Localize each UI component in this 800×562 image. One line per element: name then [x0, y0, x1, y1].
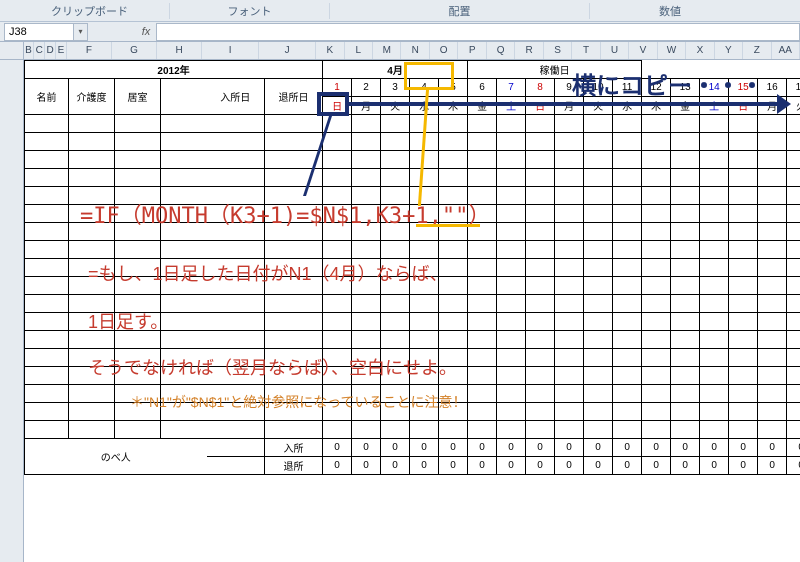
col-header[interactable]: W — [658, 42, 686, 59]
col-header[interactable]: S — [544, 42, 572, 59]
day-kanji: 土 — [497, 97, 526, 115]
day-kanji: 月 — [352, 97, 381, 115]
month-cell: 4月 — [323, 61, 468, 79]
select-all-corner[interactable] — [0, 42, 24, 59]
worksheet-area: B C D E F G H I J K L M N O P Q R S T U … — [0, 42, 800, 562]
col-header[interactable]: G — [112, 42, 157, 59]
ribbon-group: 配置 — [330, 3, 590, 19]
total-taisho-label: 退所 — [265, 457, 323, 475]
day-kanji: 水 — [410, 97, 439, 115]
day-kanji: 火 — [584, 97, 613, 115]
col-header[interactable]: O — [430, 42, 458, 59]
day-num: 2 — [352, 79, 381, 97]
total-nyusho-row: のべ人 入所 00000000000000000 — [25, 439, 800, 457]
formula-bar-row: J38 ▾ fx — [0, 22, 800, 42]
col-header[interactable]: K — [316, 42, 344, 59]
name-box[interactable]: J38 — [4, 23, 74, 41]
row-headers — [0, 60, 24, 562]
day-num: 16 — [758, 79, 787, 97]
day-num: 12 — [642, 79, 671, 97]
day-kanji: 日 — [729, 97, 758, 115]
title-row: 2012年 4月 稼働日 — [25, 61, 800, 79]
ribbon-group: フォント — [170, 3, 330, 19]
ribbon-group: クリップボード — [10, 3, 170, 19]
day-num: 1 — [323, 79, 352, 97]
col-header[interactable]: E — [56, 42, 67, 59]
col-header[interactable]: C — [34, 42, 45, 59]
day-num: 5 — [439, 79, 468, 97]
day-kanji: 日 — [323, 97, 352, 115]
ribbon-group: 数値 — [590, 3, 750, 19]
day-num: 14 — [700, 79, 729, 97]
col-header[interactable]: Q — [487, 42, 515, 59]
fx-icon[interactable]: fx — [136, 26, 156, 38]
col-header[interactable]: L — [345, 42, 373, 59]
month-text: 4月 — [387, 62, 403, 77]
day-kanji: 日 — [526, 97, 555, 115]
col-header[interactable]: T — [572, 42, 600, 59]
day-num: 17 — [787, 79, 800, 97]
col-header[interactable]: B — [24, 42, 35, 59]
nobe-label: のべ人 — [25, 439, 207, 475]
ribbon-group-labels: クリップボード フォント 配置 数値 — [0, 0, 800, 22]
grid-content: 2012年 4月 稼働日 名前 介護度 居室 入所日 退所日 1 2 3 4 5… — [24, 60, 800, 562]
col-header[interactable]: D — [45, 42, 56, 59]
day-kanji: 水 — [613, 97, 642, 115]
col-header[interactable]: R — [515, 42, 543, 59]
day-num: 3 — [381, 79, 410, 97]
day-num: 13 — [671, 79, 700, 97]
day-kanji: 土 — [700, 97, 729, 115]
day-num: 10 — [584, 79, 613, 97]
column-headers: B C D E F G H I J K L M N O P Q R S T U … — [0, 42, 800, 60]
col-header[interactable]: H — [157, 42, 202, 59]
day-kanji: 金 — [468, 97, 497, 115]
day-num: 4 — [410, 79, 439, 97]
day-num: 6 — [468, 79, 497, 97]
day-kanji: 木 — [439, 97, 468, 115]
col-header[interactable]: V — [629, 42, 657, 59]
day-kanji: 火 — [787, 97, 800, 115]
col-header[interactable]: I — [202, 42, 259, 59]
col-header[interactable]: Y — [715, 42, 743, 59]
day-kanji: 月 — [555, 97, 584, 115]
day-num: 7 — [497, 79, 526, 97]
day-kanji: 木 — [642, 97, 671, 115]
col-header[interactable]: X — [686, 42, 714, 59]
col-header[interactable]: U — [601, 42, 629, 59]
day-num: 8 — [526, 79, 555, 97]
header-nyusho: 入所日 — [207, 79, 265, 115]
day-num: 11 — [613, 79, 642, 97]
header-kaigo: 介護度 — [69, 79, 115, 115]
day-num: 15 — [729, 79, 758, 97]
day-kanji: 金 — [671, 97, 700, 115]
formula-bar[interactable] — [156, 23, 800, 41]
col-header[interactable]: F — [67, 42, 112, 59]
col-header[interactable]: M — [373, 42, 401, 59]
day-kanji: 月 — [758, 97, 787, 115]
name-box-dropdown-icon[interactable]: ▾ — [74, 23, 88, 41]
header-name: 名前 — [25, 79, 69, 115]
header-kyoshitsu: 居室 — [115, 79, 161, 115]
spreadsheet-grid[interactable]: 2012年 4月 稼働日 名前 介護度 居室 入所日 退所日 1 2 3 4 5… — [24, 60, 800, 475]
total-nyusho-label: 入所 — [265, 439, 323, 457]
col-header[interactable]: P — [458, 42, 486, 59]
kadou-cell: 稼働日 — [468, 61, 642, 79]
day-num: 9 — [555, 79, 584, 97]
day-kanji: 火 — [381, 97, 410, 115]
day-number-row: 名前 介護度 居室 入所日 退所日 1 2 3 4 5 6 7 8 9 10 1… — [25, 79, 800, 97]
col-header[interactable]: N — [401, 42, 429, 59]
col-header[interactable]: J — [259, 42, 316, 59]
col-header[interactable]: AA — [772, 42, 800, 59]
year-cell: 2012年 — [25, 61, 323, 79]
header-taisho: 退所日 — [265, 79, 323, 115]
col-header[interactable]: Z — [743, 42, 771, 59]
